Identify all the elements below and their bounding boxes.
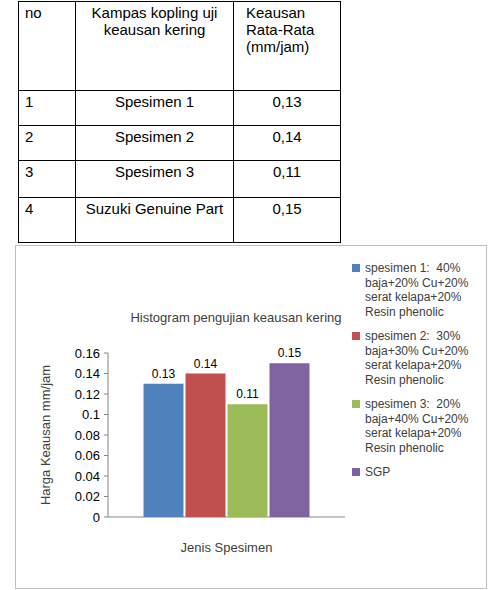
table-cell: 3 xyxy=(19,161,76,198)
table-cell: 4 xyxy=(19,198,76,243)
legend-line: Resin phenolic xyxy=(365,305,444,319)
table-cell: 0,11 xyxy=(234,161,341,198)
y-tick xyxy=(104,435,108,436)
data-label: 0.14 xyxy=(194,357,218,371)
legend-line: SGP xyxy=(365,465,390,479)
y-tick xyxy=(104,394,108,395)
bar xyxy=(270,363,310,517)
y-tick xyxy=(104,496,108,497)
header-cell: Kampas kopling uji keausan kering xyxy=(76,2,234,91)
y-axis xyxy=(108,353,109,517)
y-tick xyxy=(104,455,108,456)
legend-label: SGP xyxy=(365,465,390,479)
legend-swatch xyxy=(352,264,360,272)
y-tick xyxy=(104,414,108,415)
table-cell: 2 xyxy=(19,126,76,161)
y-axis-label: Harga Keausan mm/jam xyxy=(38,365,53,505)
y-tick-label: 0 xyxy=(93,510,100,525)
table-row: 4Suzuki Genuine Part0,15 xyxy=(19,198,341,243)
header-cell: no xyxy=(19,2,76,91)
table-cell: 1 xyxy=(19,91,76,126)
legend-line: baja+20% Cu+20% xyxy=(365,276,469,290)
header-row: noKampas kopling uji keausan keringKeaus… xyxy=(19,2,341,91)
legend-line: spesimen 3: 20% xyxy=(365,397,461,411)
legend-swatch xyxy=(352,400,360,408)
table-row: 2Spesimen 20,14 xyxy=(19,126,341,161)
legend-line: baja+40% Cu+20% xyxy=(365,412,469,426)
bar xyxy=(186,374,226,518)
legend-line: spesimen 2: 30% xyxy=(365,329,461,343)
y-tick-label: 0.08 xyxy=(75,428,100,443)
y-tick-label: 0.06 xyxy=(75,448,100,463)
table-cell: Spesimen 2 xyxy=(76,126,234,161)
chart: Histogram pengujian keausan kering Harga … xyxy=(0,0,488,590)
table-cell: 0,13 xyxy=(234,91,341,126)
data-label: 0.13 xyxy=(152,367,176,381)
y-tick xyxy=(104,373,108,374)
header-cell: Keausan Rata-Rata (mm/jam) xyxy=(234,2,341,91)
legend-line: baja+30% Cu+20% xyxy=(365,344,469,358)
bar xyxy=(144,384,184,517)
data-label: 0.15 xyxy=(278,346,302,360)
bars xyxy=(144,363,310,517)
table: noKampas kopling uji keausan keringKeaus… xyxy=(18,1,341,243)
y-tick-label: 0.12 xyxy=(75,387,100,402)
table-cell: 0,14 xyxy=(234,126,341,161)
y-tick-label: 0.16 xyxy=(75,346,100,361)
legend-label: spesimen 1: 40%baja+20% Cu+20%serat kela… xyxy=(365,261,469,319)
y-tick-label: 0.14 xyxy=(75,366,100,381)
legend-line: serat kelapa+20% xyxy=(365,426,462,440)
y-tick xyxy=(104,476,108,477)
table-row: 3Spesimen 30,11 xyxy=(19,161,341,198)
table-cell: Spesimen 1 xyxy=(76,91,234,126)
title: Histogram pengujian keausan kering xyxy=(130,310,341,325)
y-tick-label: 0.04 xyxy=(75,469,100,484)
table-row: 1Spesimen 10,13 xyxy=(19,91,341,126)
y-tick xyxy=(104,517,108,518)
legend: spesimen 1: 40%baja+20% Cu+20%serat kela… xyxy=(352,261,469,479)
data-label: 0.11 xyxy=(236,387,259,401)
page: {"table": {"header": ["no", "Kampas kopl… xyxy=(0,0,488,590)
table-cell: Suzuki Genuine Part xyxy=(76,198,234,243)
y-tick-label: 0.02 xyxy=(75,489,100,504)
legend-label: spesimen 3: 20%baja+40% Cu+20%serat kela… xyxy=(365,397,469,455)
x-axis-label: Jenis Spesimen xyxy=(181,540,273,555)
legend-swatch xyxy=(352,468,360,476)
legend-line: serat kelapa+20% xyxy=(365,290,462,304)
legend-line: spesimen 1: 40% xyxy=(365,261,461,275)
legend-line: Resin phenolic xyxy=(365,441,444,455)
y-tick-label: 0.1 xyxy=(82,407,100,422)
y-tick xyxy=(104,353,108,354)
chart-frame xyxy=(16,246,487,589)
bar xyxy=(228,404,268,517)
legend-swatch xyxy=(352,332,360,340)
table-cell: Spesimen 3 xyxy=(76,161,234,198)
legend-label: spesimen 2: 30%baja+30% Cu+20%serat kela… xyxy=(365,329,469,387)
legend-line: Resin phenolic xyxy=(365,373,444,387)
data-labels: 0.13 0.14 0.11 0.15 xyxy=(152,346,302,401)
legend-line: serat kelapa+20% xyxy=(365,358,462,372)
table-cell: 0,15 xyxy=(234,198,341,243)
